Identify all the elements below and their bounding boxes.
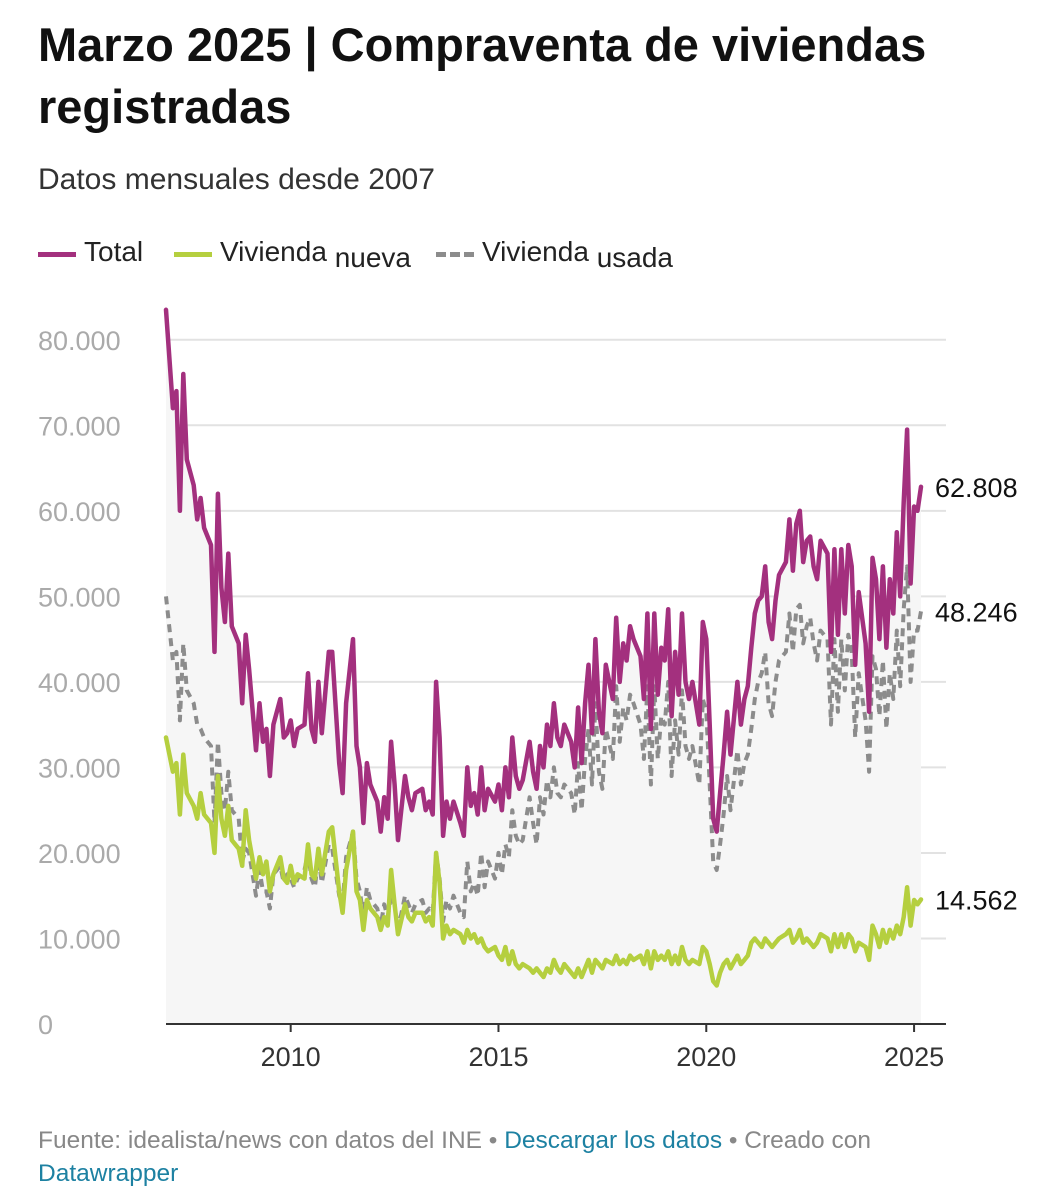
datawrapper-link[interactable]: Datawrapper [38,1160,179,1187]
y-tick-label: 40.000 [38,668,121,698]
download-data-link[interactable]: Descargar los datos [504,1127,723,1154]
x-tick-label: 2020 [676,1042,736,1072]
legend-label-nueva: Vivienda nueva [220,236,411,273]
x-axis: 2010 2015 2020 2025 [166,1023,946,1072]
y-tick-label: 20.000 [38,839,121,869]
total-area-fill [166,309,921,1024]
legend-swatch-nueva [174,252,212,257]
x-tick-label: 2010 [261,1042,321,1072]
legend-swatch-usada [436,252,474,257]
y-tick-label: 50.000 [38,582,121,612]
legend-label-nueva-main: Vivienda [220,236,327,267]
legend-label-usada: Vivienda usada [482,236,673,273]
legend-label-nueva-sub: nueva [334,242,411,273]
legend-swatch-total [38,252,76,257]
line-chart: 0 10.000 20.000 30.000 40.000 50.000 60.000 70.… [38,307,1018,1072]
legend-label-total: Total [84,236,144,267]
x-tick-label: 2025 [884,1042,944,1072]
series-line-total [163,307,924,843]
chart-subtitle: Datos mensuales desde 2007 [38,163,435,196]
y-tick-label: 30.000 [38,753,121,783]
chart-series [163,307,924,988]
footer-created: Creado con [744,1127,871,1154]
y-tick-label: 70.000 [38,411,121,441]
footer: Fuente: idealista/news con datos del INE… [38,1124,1028,1190]
end-value-label: 14.562 [935,885,1018,915]
legend-label-usada-main: Vivienda [482,236,589,267]
footer-source: Fuente: idealista/news con datos del INE [38,1127,482,1154]
footer-separator: • [481,1127,505,1154]
y-tick-label: 0 [38,1010,53,1040]
x-tick-label: 2015 [468,1042,528,1072]
legend-label-usada-sub: usada [596,242,673,273]
series-line-nueva [163,735,924,988]
end-value-label: 62.808 [935,473,1018,503]
chart-title: Marzo 2025 | Compraventa de viviendas re… [38,18,927,133]
end-labels: 62.808 48.246 14.562 [935,473,1018,916]
footer-separator: • [722,1127,745,1154]
y-tick-label: 80.000 [38,326,121,356]
y-tick-label: 60.000 [38,497,121,527]
end-value-label: 48.246 [935,597,1018,627]
chart-area-fill [166,309,921,1024]
y-tick-label: 10.000 [38,924,121,954]
